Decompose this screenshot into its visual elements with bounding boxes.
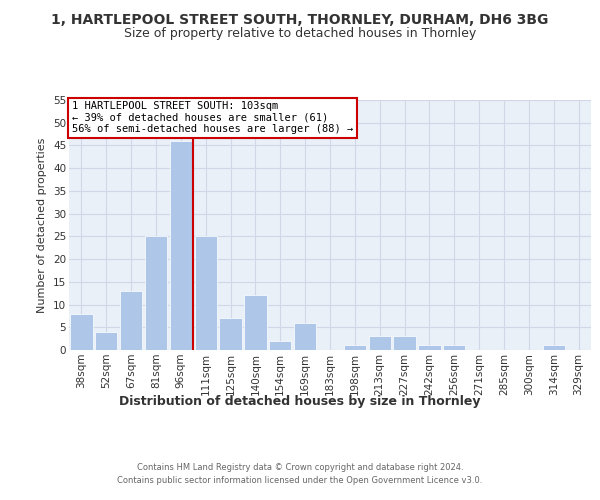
Bar [220, 318, 242, 350]
Bar [344, 346, 366, 350]
Text: 1 HARTLEPOOL STREET SOUTH: 103sqm
← 39% of detached houses are smaller (61)
56% : 1 HARTLEPOOL STREET SOUTH: 103sqm ← 39% … [71, 101, 353, 134]
Text: Contains HM Land Registry data © Crown copyright and database right 2024.: Contains HM Land Registry data © Crown c… [137, 462, 463, 471]
Bar [394, 336, 416, 350]
Text: Distribution of detached houses by size in Thornley: Distribution of detached houses by size … [119, 395, 481, 408]
Text: Contains public sector information licensed under the Open Government Licence v3: Contains public sector information licen… [118, 476, 482, 485]
Bar [194, 236, 217, 350]
Y-axis label: Number of detached properties: Number of detached properties [37, 138, 47, 312]
Bar [269, 341, 292, 350]
Bar [418, 346, 440, 350]
Text: Size of property relative to detached houses in Thornley: Size of property relative to detached ho… [124, 28, 476, 40]
Bar [244, 296, 266, 350]
Bar [145, 236, 167, 350]
Bar [443, 346, 466, 350]
Bar [70, 314, 92, 350]
Bar [95, 332, 118, 350]
Bar [120, 291, 142, 350]
Bar [294, 322, 316, 350]
Bar [542, 346, 565, 350]
Text: 1, HARTLEPOOL STREET SOUTH, THORNLEY, DURHAM, DH6 3BG: 1, HARTLEPOOL STREET SOUTH, THORNLEY, DU… [52, 12, 548, 26]
Bar [170, 141, 192, 350]
Bar [368, 336, 391, 350]
